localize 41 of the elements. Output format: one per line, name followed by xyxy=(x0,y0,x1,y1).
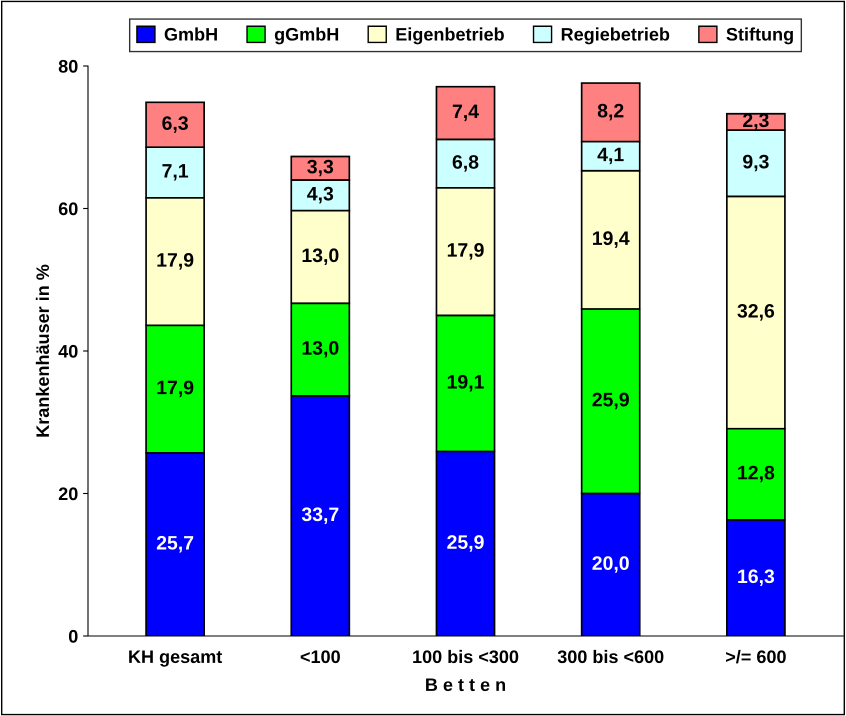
x-tick-label: KH gesamt xyxy=(129,650,222,667)
data-label: 17,9 xyxy=(448,243,484,260)
data-label: 7,4 xyxy=(452,104,479,122)
data-label: 25,9 xyxy=(592,392,629,410)
x-axis-title: B e t t e n xyxy=(426,678,506,692)
data-label: 19,1 xyxy=(448,374,484,392)
legend-label: GmbH xyxy=(164,27,217,41)
data-label: 4,3 xyxy=(307,186,334,204)
y-tick-label: 0 xyxy=(68,630,78,643)
data-label: 6,8 xyxy=(452,155,478,172)
data-label: 16,3 xyxy=(738,569,774,586)
data-label: 25,9 xyxy=(447,535,484,552)
data-label: 12,8 xyxy=(738,466,774,482)
x-tick-label: >/= 600 xyxy=(726,650,786,664)
data-label: 19,4 xyxy=(592,231,630,248)
data-label: 20,0 xyxy=(592,556,629,573)
data-label: 17,9 xyxy=(157,253,194,270)
legend-label: Regiebetrieb xyxy=(562,27,670,44)
data-label: 3,3 xyxy=(307,160,334,176)
data-label: 32,6 xyxy=(737,304,774,321)
data-label: 13,0 xyxy=(302,248,338,265)
x-tick-label: <100 xyxy=(300,650,340,664)
x-tick-label: 100 bis <300 xyxy=(413,650,518,664)
data-label: 8,2 xyxy=(598,104,624,120)
data-label: 7,1 xyxy=(162,164,188,181)
legend-label: Eigenbetrieb xyxy=(396,27,504,44)
data-label: 25,7 xyxy=(156,536,194,552)
y-axis-title: Krankenhäuser in % xyxy=(36,264,50,437)
data-label: 17,9 xyxy=(157,380,194,398)
y-tick-label: 60 xyxy=(58,202,78,216)
legend-label: gGmbH xyxy=(274,27,338,44)
y-tick-label: 20 xyxy=(58,487,78,500)
data-label: 33,7 xyxy=(302,507,338,524)
y-tick-label: 40 xyxy=(58,344,78,358)
y-tick-label: 80 xyxy=(58,60,78,73)
data-label: 13,0 xyxy=(302,341,338,358)
x-tick-label: 300 bis <600 xyxy=(558,650,664,664)
legend-label: Stiftung xyxy=(726,27,793,44)
data-label: 4,1 xyxy=(597,148,624,164)
data-label: 6,3 xyxy=(162,116,188,133)
data-label: 9,3 xyxy=(743,154,769,172)
